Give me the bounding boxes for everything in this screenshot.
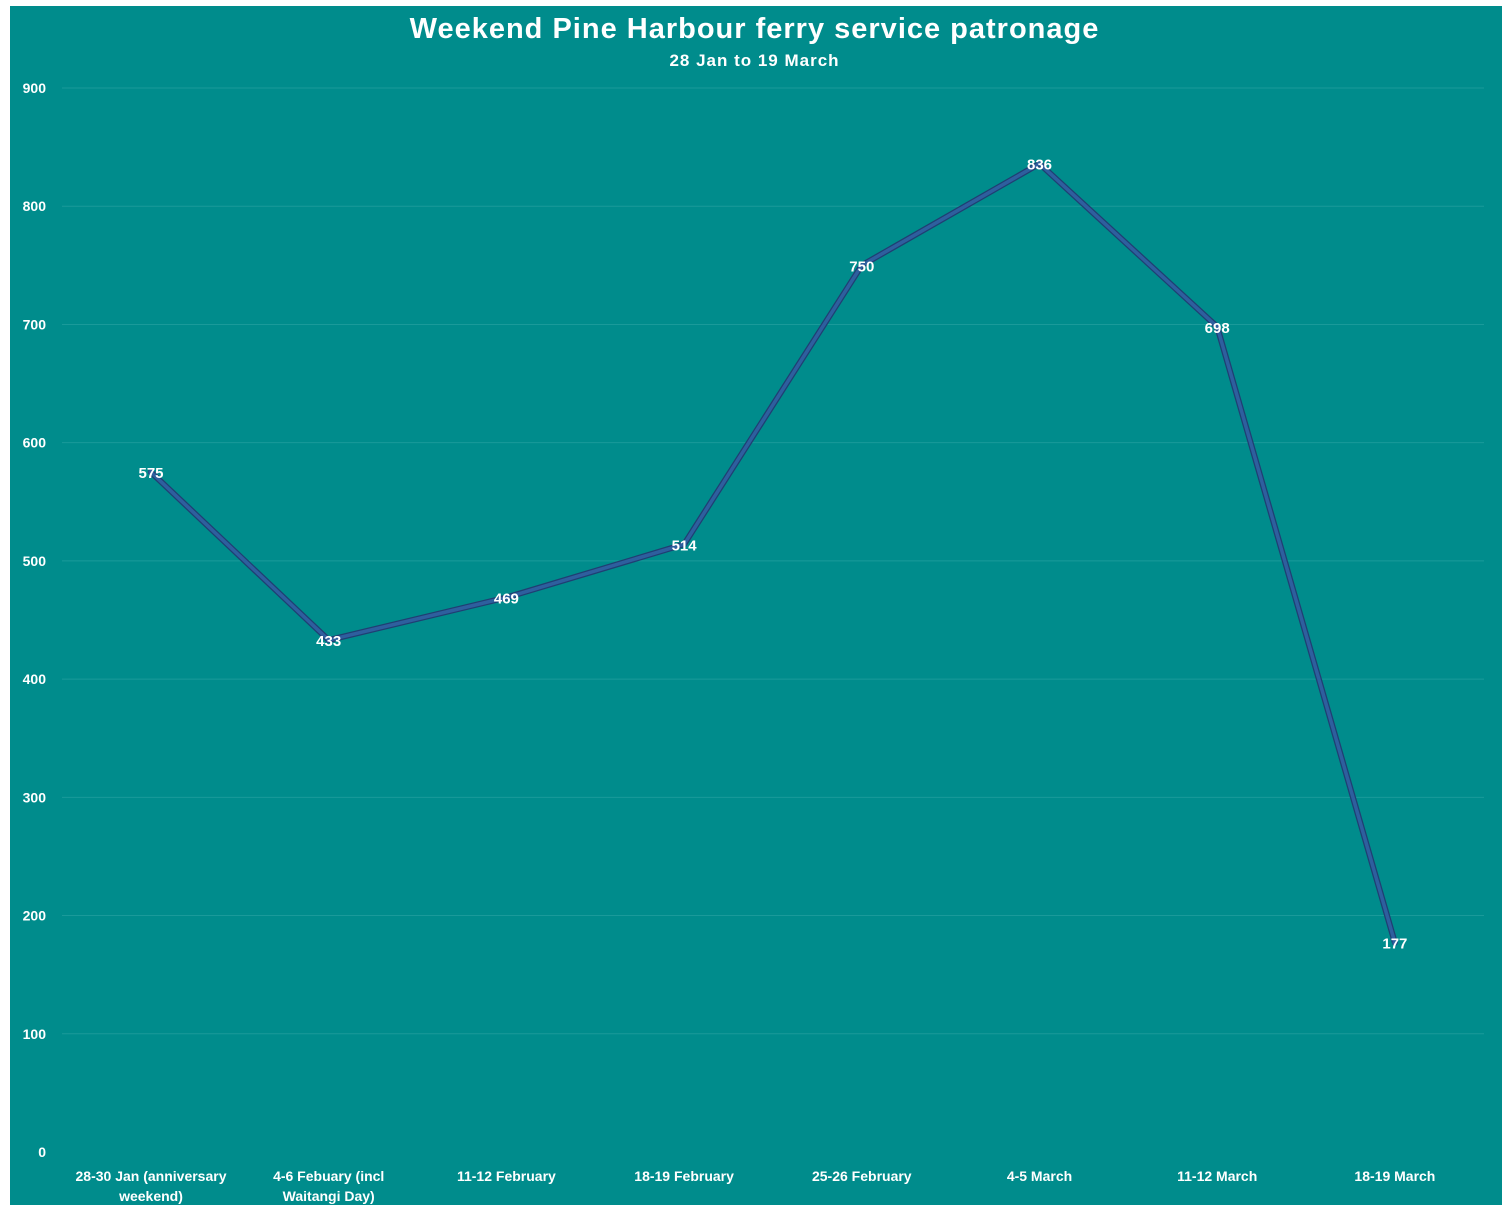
x-tick-label: 18-19 March xyxy=(1354,1168,1435,1184)
data-label: 433 xyxy=(316,633,341,650)
y-tick-label: 200 xyxy=(23,908,47,924)
data-label: 698 xyxy=(1205,320,1230,337)
y-axis-ticks: 0 100 200 300 400 500 600 700 800 900 xyxy=(23,80,47,1160)
x-tick-label: 11-12 February xyxy=(457,1168,556,1184)
series-line-outline xyxy=(151,164,1395,943)
x-tick-label: 4-6 Febuary (incl xyxy=(273,1168,384,1184)
y-tick-label: 700 xyxy=(23,316,47,332)
x-tick-label: weekend) xyxy=(118,1188,183,1204)
x-tick-label: 18-19 February xyxy=(634,1168,734,1184)
y-tick-label: 500 xyxy=(23,553,47,569)
data-label: 575 xyxy=(138,465,163,482)
data-label: 177 xyxy=(1382,936,1407,953)
y-tick-label: 300 xyxy=(23,789,47,805)
x-tick-label: 4-5 March xyxy=(1007,1168,1072,1184)
y-tick-label: 600 xyxy=(23,435,47,451)
y-tick-label: 800 xyxy=(23,198,47,214)
gridlines xyxy=(62,88,1484,1034)
y-tick-label: 900 xyxy=(23,80,47,96)
x-tick-label: 11-12 March xyxy=(1177,1168,1257,1184)
y-tick-label: 400 xyxy=(23,671,47,687)
data-labels: 575 433 469 514 750 836 698 177 xyxy=(138,157,1407,953)
data-label: 836 xyxy=(1027,157,1052,174)
y-tick-label: 0 xyxy=(38,1144,46,1160)
x-tick-label: Waitangi Day) xyxy=(283,1188,375,1204)
data-label: 750 xyxy=(849,258,874,275)
data-label: 469 xyxy=(494,591,519,608)
series-line xyxy=(151,164,1395,943)
y-tick-label: 100 xyxy=(23,1026,47,1042)
data-label: 514 xyxy=(672,537,698,554)
x-tick-label: 25-26 February xyxy=(812,1168,912,1184)
x-axis-ticks: 28-30 Jan (anniversary weekend) 4-6 Febuar… xyxy=(76,1168,1436,1204)
series-line-path xyxy=(151,164,1395,943)
x-tick-label: 28-30 Jan (anniversary xyxy=(76,1168,227,1184)
